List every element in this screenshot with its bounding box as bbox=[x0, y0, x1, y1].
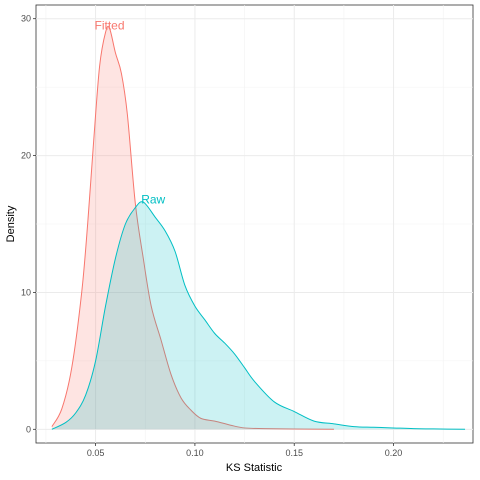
y-axis-title: Density bbox=[5, 205, 17, 242]
x-tick-label: 0.10 bbox=[186, 448, 204, 458]
grid-lines bbox=[36, 5, 473, 443]
x-axis-title: KS Statistic bbox=[226, 462, 283, 474]
series-label-fitted: Fitted bbox=[94, 19, 124, 33]
x-tick-label: 0.05 bbox=[87, 448, 105, 458]
density-area-raw bbox=[51, 201, 466, 430]
density-area-fitted bbox=[51, 26, 334, 430]
axis-ticks: 0.05 0.10 0.15 0.20 0 10 20 30 bbox=[21, 14, 402, 458]
density-line-raw bbox=[51, 201, 466, 430]
x-tick-label: 0.15 bbox=[285, 448, 303, 458]
x-tick-label: 0.20 bbox=[385, 448, 403, 458]
y-tick-label: 10 bbox=[21, 287, 31, 297]
y-tick-label: 20 bbox=[21, 151, 31, 161]
density-line-fitted bbox=[51, 25, 334, 430]
y-tick-label: 0 bbox=[26, 424, 31, 434]
density-areas: Fitted Raw bbox=[51, 19, 466, 430]
y-tick-label: 30 bbox=[21, 14, 31, 24]
series-label-raw: Raw bbox=[141, 192, 165, 206]
